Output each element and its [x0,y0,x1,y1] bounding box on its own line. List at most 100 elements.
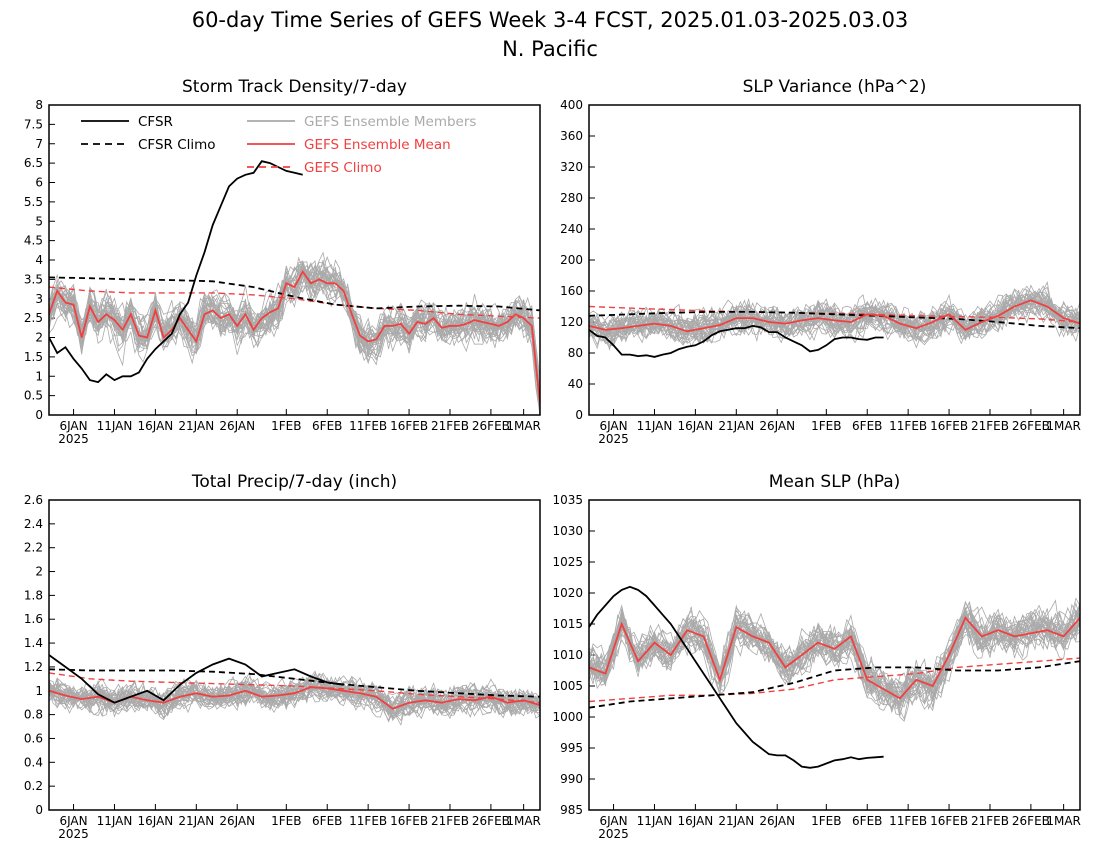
y-tick-label: 2 [35,331,43,345]
x-tick-label: 1MAR [506,814,541,828]
x-year-label: 2025 [598,827,629,841]
y-tick-label: 1 [35,684,43,698]
x-tick-label: 11FEB [349,419,387,433]
y-tick-label: 200 [560,253,583,267]
ensemble-member-line [49,679,540,712]
x-tick-label: 21JAN [178,814,214,828]
y-tick-label: 0 [575,408,583,422]
y-tick-label: 80 [568,346,583,360]
x-year-label: 2025 [58,432,89,446]
x-tick-label: 16JAN [677,814,713,828]
legend-label-gefs-climo: GEFS Climo [304,160,382,176]
y-tick-label: 5.5 [24,195,43,209]
y-tick-label: 0.4 [24,755,43,769]
x-tick-label: 21JAN [718,814,754,828]
x-tick-label: 26JAN [219,814,255,828]
y-tick-label: 0 [35,408,43,422]
gefs-ensemble-mean-line [589,616,1080,700]
legend-label-cfsr-climo: CFSR Climo [138,137,216,153]
x-year-label: 2025 [58,827,89,841]
y-tick-label: 1.5 [24,350,43,364]
panel-3: Total Precip/7-day (inch)00.20.40.60.811… [24,472,541,841]
ensemble-member-line [49,263,540,404]
panel-title: SLP Variance (hPa^2) [743,77,927,97]
plot-frame [48,104,541,416]
plot-frame [48,499,541,811]
x-tick-label: 26FEB [472,814,510,828]
gefs-ensemble-mean-line [589,299,1080,333]
y-tick-label: 4.5 [24,234,43,248]
ensemble-member-line [589,604,1080,705]
ensemble-member-line [589,613,1080,706]
cfsr-climo-line [589,310,1080,330]
x-tick-label: 11FEB [889,814,927,828]
cfsr-line [49,160,303,384]
cfsr-line [589,324,884,358]
y-tick-label: 985 [560,803,583,817]
x-tick-label: 26JAN [219,419,255,433]
x-tick-label: 6FEB [312,419,342,433]
x-tick-label: 11JAN [97,419,133,433]
y-tick-label: 1030 [552,524,583,538]
ensemble-member-line [589,296,1080,350]
main-subtitle: N. Pacific [502,37,598,61]
cfsr-line [49,654,344,704]
x-tick-label: 1MAR [1046,814,1081,828]
legend-label-gefs-ensemble-mean: GEFS Ensemble Mean [304,137,451,153]
y-tick-label: 360 [560,129,583,143]
x-tick-label: 21JAN [178,419,214,433]
x-tick-label: 16JAN [677,419,713,433]
panel-title: Total Precip/7-day (inch) [191,472,397,492]
y-tick-label: 8 [35,98,43,112]
main-title: 60-day Time Series of GEFS Week 3-4 FCST… [192,8,909,32]
ensemble-member-line [49,681,540,714]
x-tick-label: 21FEB [431,419,469,433]
ensemble-member-line [589,608,1080,698]
ensemble-member-line [589,287,1080,345]
y-tick-label: 1.8 [24,588,43,602]
x-tick-label: 11JAN [637,814,673,828]
x-tick-label: 6JAN [599,814,627,828]
x-tick-label: 1MAR [506,419,541,433]
x-tick-label: 26FEB [1012,419,1050,433]
legend-label-gefs-ensemble-members: GEFS Ensemble Members [304,114,476,130]
y-tick-label: 0.2 [24,779,43,793]
y-tick-label: 5 [35,214,43,228]
x-tick-label: 26JAN [759,814,795,828]
y-tick-label: 1010 [552,648,583,662]
plot-area [49,160,540,415]
y-tick-label: 3.5 [24,272,43,286]
x-tick-label: 6JAN [59,419,87,433]
x-tick-label: 21FEB [971,419,1009,433]
x-tick-label: 21FEB [431,814,469,828]
gefs-climo-line [49,672,540,704]
x-tick-label: 16FEB [930,814,968,828]
x-tick-label: 11FEB [349,814,387,828]
ensemble-member-line [49,272,540,405]
plot-frame [588,499,1081,811]
y-tick-label: 2.6 [24,493,43,507]
y-tick-label: 6.5 [24,156,43,170]
y-tick-label: 7.5 [24,117,43,131]
y-tick-label: 1000 [552,710,583,724]
panel-title: Mean SLP (hPa) [769,472,901,492]
x-tick-label: 21JAN [718,419,754,433]
ensemble-member-line [49,676,540,715]
x-tick-label: 1FEB [271,814,301,828]
x-tick-label: 26FEB [1012,814,1050,828]
panels: Storm Track Density/7-day 0 0.5 1 1.5 2 2.5 3 3.… [24,77,1081,841]
ensemble-member-line [49,264,540,409]
cfsr-climo-line [49,668,540,698]
ensemble-member-line [589,296,1080,347]
y-tick-label: 7 [35,137,43,151]
x-tick-label: 26JAN [759,419,795,433]
x-tick-label: 11FEB [889,419,927,433]
plot-frame [588,104,1081,416]
plot-area [589,585,1080,769]
y-tick-label: 1.6 [24,612,43,626]
y-tick-label: 2.5 [24,311,43,325]
y-tick-label: 1020 [552,586,583,600]
y-tick-label: 990 [560,772,583,786]
x-tick-label: 6FEB [852,814,882,828]
